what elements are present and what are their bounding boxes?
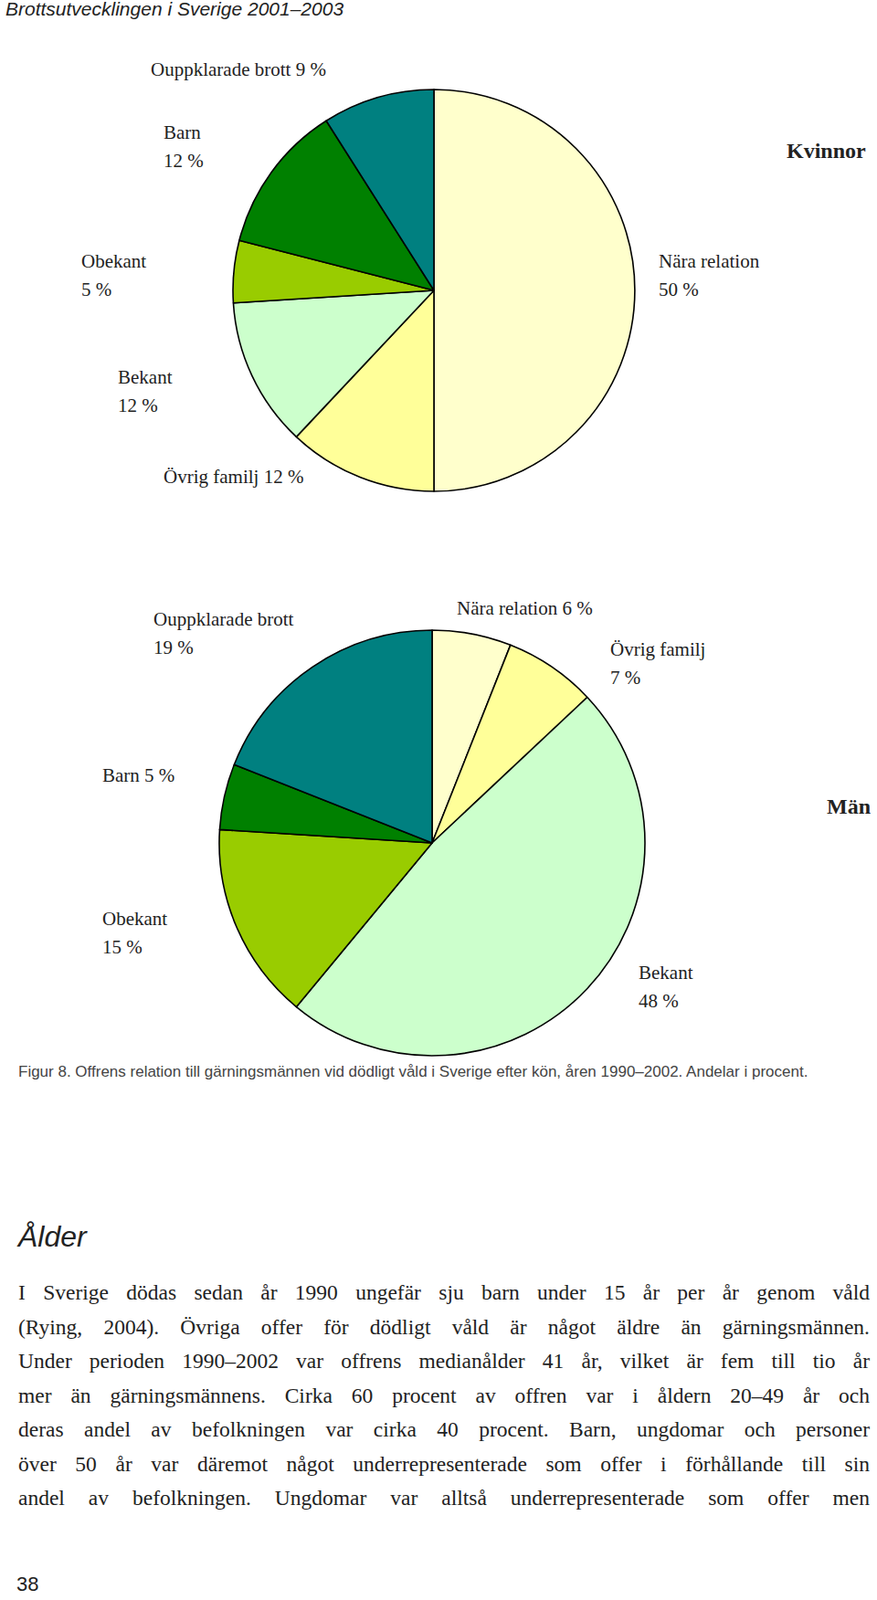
slice-label: Bekant 12 %	[117, 363, 172, 421]
slice-label: Övrig familj 12 %	[163, 463, 304, 492]
slice-label: Barn 12 %	[163, 118, 204, 176]
page: Brottsutvecklingen i Sverige 2001–2003 Kv…	[0, 0, 877, 1600]
section-heading: Ålder	[18, 1220, 87, 1255]
slice-label: Övrig familj 7 %	[610, 635, 706, 693]
figure-caption: Figur 8. Offrens relation till gärningsm…	[18, 1059, 868, 1085]
slice-name: Bekant	[117, 366, 172, 389]
slice-value: 48 %	[638, 990, 679, 1013]
body-line: Under perioden 1990–2002 var offrens med…	[18, 1347, 870, 1375]
pie-slice	[326, 89, 434, 291]
slice-label: Obekant 15 %	[102, 905, 168, 962]
pie-slice	[232, 290, 434, 437]
slice-value: 9 %	[295, 58, 327, 81]
slice-value: 15 %	[102, 936, 143, 959]
pie-slice	[219, 829, 433, 1007]
body-line: (Rying, 2004). Övriga offer för dödligt …	[18, 1313, 870, 1342]
slice-name: Obekant	[81, 250, 147, 273]
pie	[232, 89, 635, 492]
slice-label: Nära relation 50 %	[658, 247, 760, 305]
slice-value: 5 %	[144, 764, 175, 787]
body-line: mer än gärningsmännens. Cirka 60 procent…	[18, 1382, 870, 1410]
slice-name: Nära relation	[456, 597, 558, 620]
slice-label: Obekant 5 %	[81, 247, 147, 305]
slice-name: Övrig familj	[610, 638, 706, 661]
slice-value: 5 %	[81, 278, 112, 301]
slice-name: Nära relation	[658, 250, 760, 273]
chart-title: Män	[826, 794, 871, 820]
pie	[219, 630, 645, 1057]
slice-value: 50 %	[658, 278, 699, 301]
body-line: I Sverige dödas sedan år 1990 ungefär sj…	[18, 1278, 870, 1307]
slice-value: 12 %	[163, 149, 204, 172]
pie-slice	[433, 89, 635, 492]
slice-name: Ouppklarade brott	[153, 608, 294, 631]
slice-value: 6 %	[561, 597, 592, 620]
slice-name: Barn	[163, 121, 201, 144]
slice-name: Övrig familj	[163, 465, 259, 488]
slice-label: Ouppklarade brott 19 %	[153, 605, 294, 663]
slice-value: 7 %	[610, 666, 641, 689]
slice-value: 12 %	[117, 394, 159, 417]
chart-title: Kvinnor	[786, 138, 867, 164]
slice-name: Obekant	[102, 908, 168, 930]
body-line: deras andel av befolkningen var cirka 40…	[18, 1415, 870, 1444]
slice-name: Barn	[102, 764, 140, 787]
body-line: andel av befolkningen. Ungdomar var allt…	[18, 1484, 870, 1512]
slice-label: Barn 5 %	[102, 761, 175, 791]
body-line: över 50 år var däremot något underrepres…	[18, 1450, 870, 1479]
slice-value: 19 %	[153, 636, 194, 659]
slice-name: Bekant	[638, 961, 693, 984]
slice-label: Ouppklarade brott 9 %	[150, 55, 327, 85]
slice-label: Nära relation 6 %	[456, 594, 593, 624]
slice-label: Bekant 48 %	[638, 959, 693, 1016]
page-number: 38	[16, 1573, 39, 1597]
slice-value: 12 %	[264, 465, 305, 488]
slice-name: Ouppklarade brott	[150, 58, 291, 81]
pie-slice	[233, 630, 433, 844]
header-title: Brottsutvecklingen i Sverige 2001–2003	[5, 0, 344, 21]
